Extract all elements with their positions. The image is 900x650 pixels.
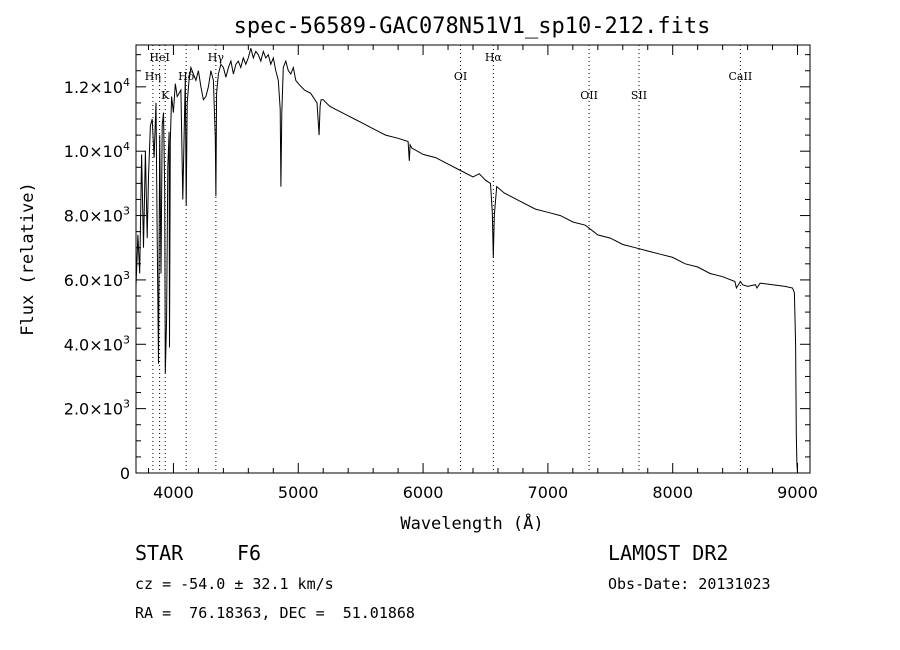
spectral-line-markers bbox=[152, 45, 741, 473]
spectral-line-label: K bbox=[161, 89, 170, 102]
y-tick-label: 6.0×103 bbox=[64, 269, 130, 290]
spectral-line-label: Hα bbox=[485, 51, 503, 64]
spectral-line-label: OII bbox=[580, 89, 598, 102]
x-tick-label: 9000 bbox=[777, 483, 818, 502]
x-axis-label: Wavelength (Å) bbox=[400, 512, 543, 534]
redshift-velocity: cz = -54.0 ± 32.1 km/s bbox=[135, 575, 334, 593]
x-tick-label: 5000 bbox=[278, 483, 319, 502]
x-tick-label: 6000 bbox=[403, 483, 444, 502]
observation-date: Obs-Date: 20131023 bbox=[608, 575, 771, 593]
y-tick-label: 0 bbox=[120, 464, 130, 483]
y-axis-label: Flux (relative) bbox=[18, 182, 38, 336]
object-type: STAR bbox=[135, 541, 184, 565]
spectral-subclass: F6 bbox=[237, 541, 262, 565]
plot-frame bbox=[135, 44, 811, 474]
survey-name: LAMOST DR2 bbox=[608, 541, 729, 565]
sky-coordinates: RA = 76.18363, DEC = 51.01868 bbox=[135, 604, 415, 622]
spectral-line-label: SII bbox=[631, 89, 647, 102]
x-tick-label: 8000 bbox=[652, 483, 693, 502]
y-axis: 0 2.0×103 4.0×103 6.0×103 8.0×103 1.0×104 1.2×… bbox=[64, 54, 810, 483]
y-tick-label: 8.0×103 bbox=[64, 205, 130, 226]
x-axis: 4000 5000 6000 7000 8000 9000 bbox=[147, 45, 818, 502]
spectral-line-label: CaII bbox=[729, 70, 753, 83]
y-tick-label: 1.0×104 bbox=[64, 140, 130, 161]
spectral-line-label: Hγ bbox=[208, 51, 225, 64]
y-tick-label: 2.0×103 bbox=[64, 398, 130, 419]
spectral-line-label: HeI bbox=[149, 51, 169, 64]
y-tick-label: 1.2×104 bbox=[64, 76, 130, 97]
spectral-line-label: OI bbox=[454, 70, 467, 83]
spectrum-series-line bbox=[135, 48, 798, 474]
chart-title: spec-56589-GAC078N51V1_sp10-212.fits bbox=[234, 14, 711, 39]
spectral-line-label: Hη bbox=[145, 70, 161, 83]
x-tick-label: 7000 bbox=[528, 483, 569, 502]
x-tick-label: 4000 bbox=[153, 483, 194, 502]
y-tick-label: 4.0×103 bbox=[64, 333, 130, 354]
